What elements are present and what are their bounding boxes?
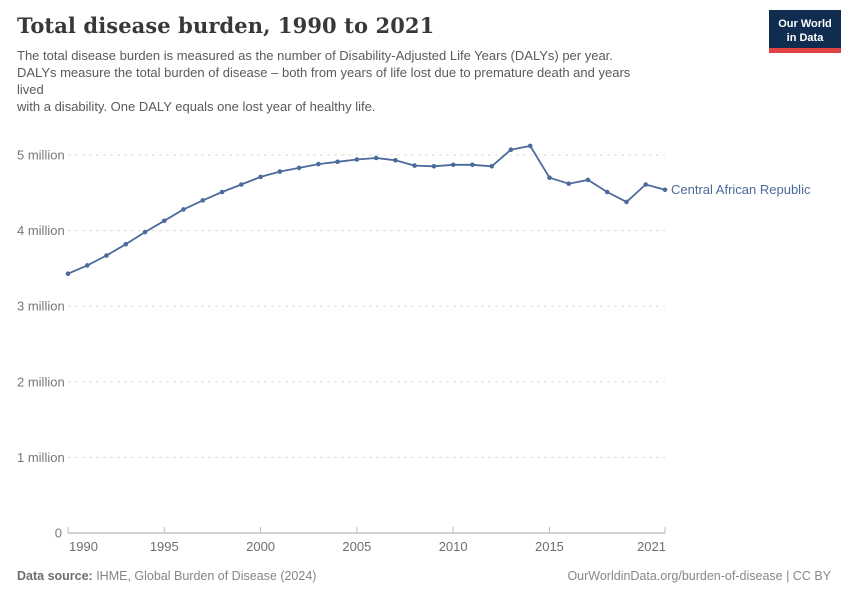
chart-subtitle: The total disease burden is measured as … bbox=[17, 47, 741, 115]
svg-text:1 million: 1 million bbox=[17, 450, 65, 465]
svg-text:2015: 2015 bbox=[535, 539, 564, 554]
svg-text:5 million: 5 million bbox=[17, 148, 65, 163]
data-series[interactable] bbox=[65, 143, 668, 277]
data-source-value: IHME, Global Burden of Disease (2024) bbox=[92, 569, 317, 583]
svg-text:2 million: 2 million bbox=[17, 374, 65, 389]
svg-text:3 million: 3 million bbox=[17, 299, 65, 314]
svg-text:1990: 1990 bbox=[69, 539, 98, 554]
owid-logo[interactable]: Our World in Data bbox=[769, 10, 841, 53]
x-axis: 1990 1995 2000 2005 2010 2015 2021 bbox=[67, 527, 666, 554]
entity-label[interactable]: Central African Republic bbox=[671, 182, 811, 197]
subtitle-line: The total disease burden is measured as … bbox=[17, 48, 613, 63]
svg-text:4 million: 4 million bbox=[17, 223, 65, 238]
subtitle-line: lived bbox=[17, 82, 44, 97]
data-source-label: Data source: bbox=[17, 569, 93, 583]
owid-logo-line2: in Data bbox=[786, 32, 824, 44]
owid-logo-line1: Our World bbox=[778, 18, 832, 30]
svg-text:2021: 2021 bbox=[637, 539, 666, 554]
data-source: Data source: IHME, Global Burden of Dise… bbox=[17, 569, 316, 583]
svg-text:0: 0 bbox=[55, 526, 62, 541]
subtitle-line: with a disability. One DALY equals one l… bbox=[17, 99, 376, 114]
gridlines bbox=[68, 154, 665, 458]
page-title: Total disease burden, 1990 to 2021 bbox=[17, 13, 435, 38]
y-axis-labels: 0 1 million 2 million 3 million 4 million 5 m… bbox=[17, 148, 65, 541]
svg-text:2010: 2010 bbox=[439, 539, 468, 554]
subtitle-line: DALYs measure the total burden of diseas… bbox=[17, 65, 631, 80]
credit-link[interactable]: OurWorldinData.org/burden-of-disease | C… bbox=[567, 569, 831, 583]
svg-text:2005: 2005 bbox=[342, 539, 371, 554]
svg-text:1995: 1995 bbox=[150, 539, 179, 554]
x-axis-labels: 1990 1995 2000 2005 2010 2015 2021 bbox=[69, 539, 666, 554]
svg-text:2000: 2000 bbox=[246, 539, 275, 554]
